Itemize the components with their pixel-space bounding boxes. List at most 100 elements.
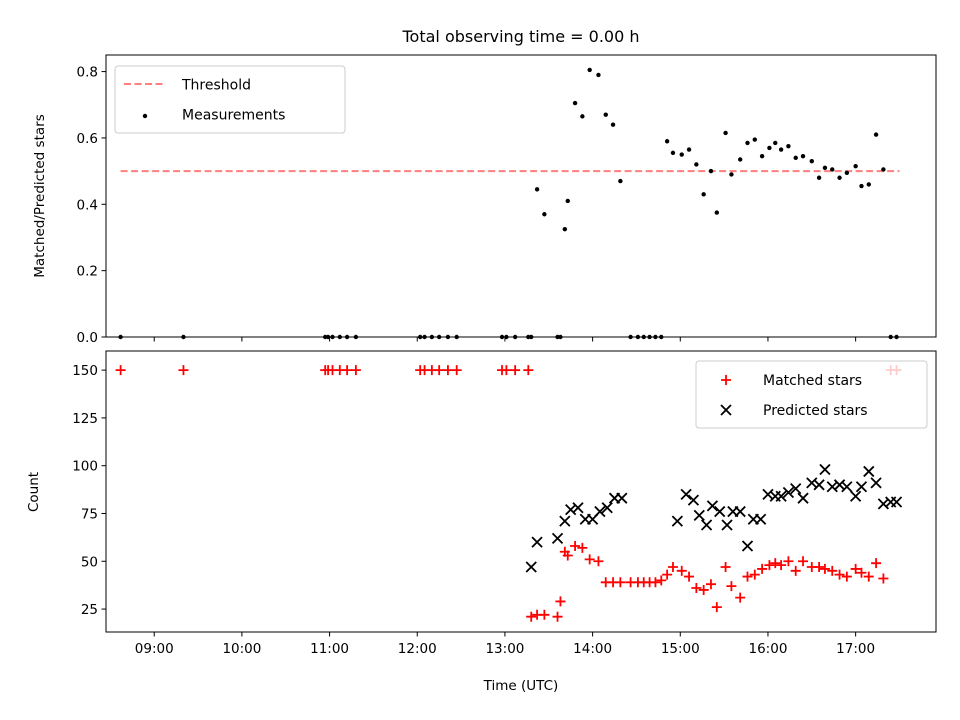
measurement-point [888,334,893,340]
matched-star-point [757,563,768,574]
matched-star-point [115,365,126,376]
top-y-tick-label: 0.0 [77,330,98,346]
predicted-star-point [755,513,767,525]
bottom-legend-frame [695,360,928,429]
matched-star-point [442,365,453,376]
matched-star-point [735,592,746,603]
measurement-point [337,334,343,340]
predicted-star-point [616,492,628,504]
bottom-legend: Matched stars Predicted stars [695,360,928,429]
x-tick-label: 16:00 [749,641,788,657]
measurement-point [353,334,359,340]
matched-star-point [662,569,673,580]
measurement-point [844,170,850,175]
measurement-point [659,334,664,340]
matched-star-point [698,584,709,595]
predicted-star-point [870,477,882,489]
measurement-point [647,334,652,340]
bottom-y-tick-label: 100 [72,459,98,475]
legend-measurements-label: Measurements [182,108,285,124]
bottom-y-tick-label: 25 [81,602,98,618]
measurement-point [759,153,765,159]
matched-star-point [570,540,581,551]
matched-star-point [770,558,781,569]
measurement-point [686,147,692,152]
predicted-star-point [671,515,683,527]
matched-star-point [720,562,731,573]
matched-star-point [584,554,595,565]
measurement-point [344,334,350,340]
measurement-point [737,157,743,162]
legend-matched-label: Matched stars [763,373,862,389]
matched-star-point [615,577,626,588]
measurement-point [881,167,886,172]
measurement-point [679,152,684,157]
measurement-point [512,334,518,340]
measurement-point [596,72,601,78]
predicted-star-point [551,532,564,544]
measurement-point [830,167,835,172]
legend-predicted-swatch [720,404,732,416]
measurement-point [325,334,331,340]
measurement-point [793,155,798,161]
matched-star-point [434,365,445,376]
measurement-point [866,182,871,187]
predicted-star-point [863,465,875,478]
predicted-star-point [841,481,853,493]
predicted-star-point [594,505,606,518]
predicted-star-point [734,505,746,518]
legend-threshold-label: Threshold [181,78,251,94]
measurement-point [800,153,806,159]
predicted-star-point [700,519,713,531]
matched-star-point [342,365,353,376]
bottom-y-tick-label: 125 [72,411,98,427]
x-tick-label: 09:00 [135,641,174,657]
predicted-star-point [741,540,754,552]
matched-star-point [726,581,737,592]
measurement-point [664,139,670,144]
measurement-point [670,150,676,156]
matched-star-point [501,365,512,376]
matched-star-point [451,365,462,376]
measurement-point [572,100,578,106]
matched-star-point [863,571,874,582]
matched-star-point [676,565,687,576]
matched-star-point [711,602,722,613]
x-axis-label: Time (UTC) [483,678,559,694]
matched-star-point [749,569,760,580]
matched-star-point [850,563,861,574]
predicted-star-point [572,502,584,514]
top-y-tick-label: 0.2 [77,264,98,280]
top-y-axis-label: Matched/Predicted stars [32,114,48,277]
matched-star-point [783,556,794,567]
measurement-point [417,334,423,340]
measurement-point [580,114,585,119]
measurement-point [635,334,641,340]
legend-predicted-label: Predicted stars [763,403,868,419]
matched-star-point [856,567,867,578]
measurement-point [837,175,842,180]
matched-star-point [577,542,588,553]
measurement-point [534,187,540,192]
predicted-star-point [714,505,726,518]
measurement-point [873,132,879,137]
predicted-star-point [706,500,719,512]
measurement-point [729,172,734,177]
matched-star-point [814,562,825,573]
matched-star-point [790,565,801,576]
matched-star-point [691,583,702,594]
predicted-star-point [790,482,802,495]
x-tick-label: 12:00 [398,641,437,657]
matched-star-point [667,562,678,573]
measurement-point [778,147,784,152]
measurement-point [445,334,451,340]
matched-star-point [178,365,189,376]
matched-star-point [764,560,775,571]
matched-star-point [798,556,809,567]
measurement-point [565,198,570,204]
legend-measurements-swatch [142,113,148,119]
matched-star-point [555,596,566,607]
predicted-star-point [721,519,733,531]
bottom-axes-frame [105,350,937,633]
